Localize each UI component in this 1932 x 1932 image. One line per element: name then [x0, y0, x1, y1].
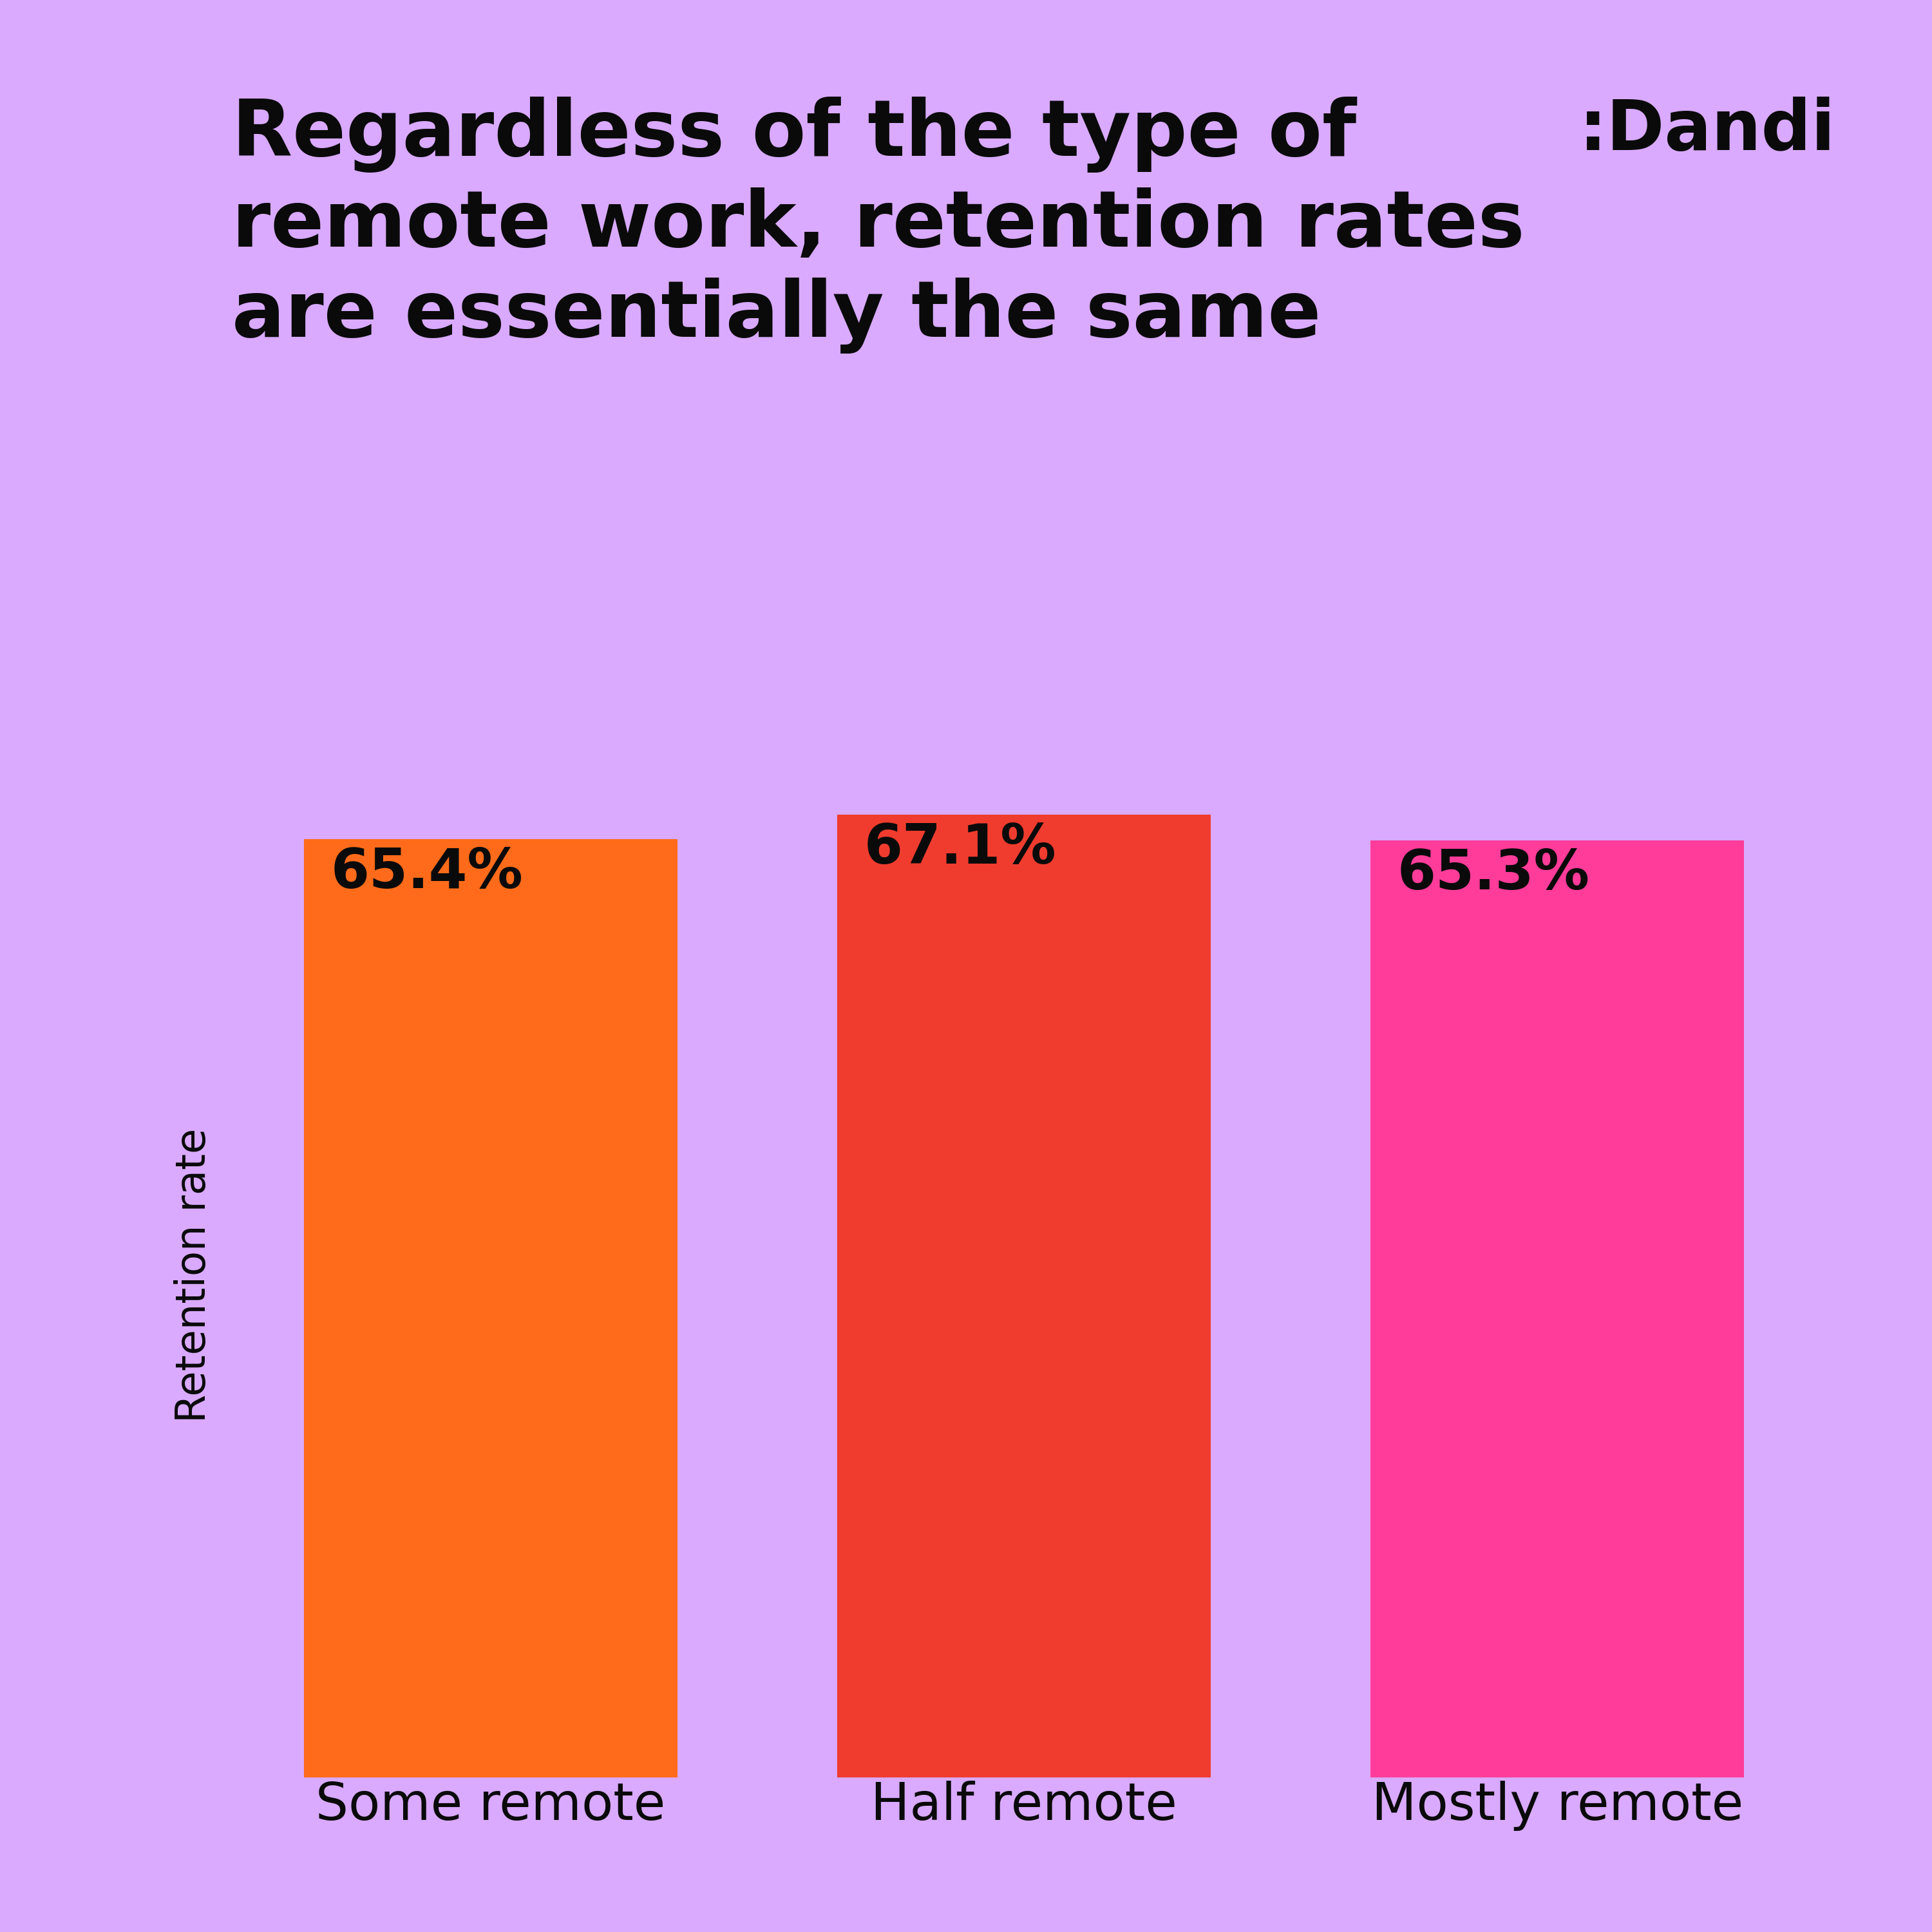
Text: :Dandi: :Dandi	[1578, 97, 1835, 164]
Bar	[1370, 840, 1745, 1777]
Text: 65.4%: 65.4%	[330, 846, 524, 900]
Text: 67.1%: 67.1%	[864, 821, 1057, 875]
Y-axis label: Retention rate: Retention rate	[174, 1128, 214, 1422]
Text: Regardless of the type of
remote work, retention rates
are essentially the same: Regardless of the type of remote work, r…	[232, 97, 1524, 354]
Text: 65.3%: 65.3%	[1397, 848, 1590, 900]
Bar	[837, 815, 1211, 1777]
Bar	[303, 838, 678, 1777]
